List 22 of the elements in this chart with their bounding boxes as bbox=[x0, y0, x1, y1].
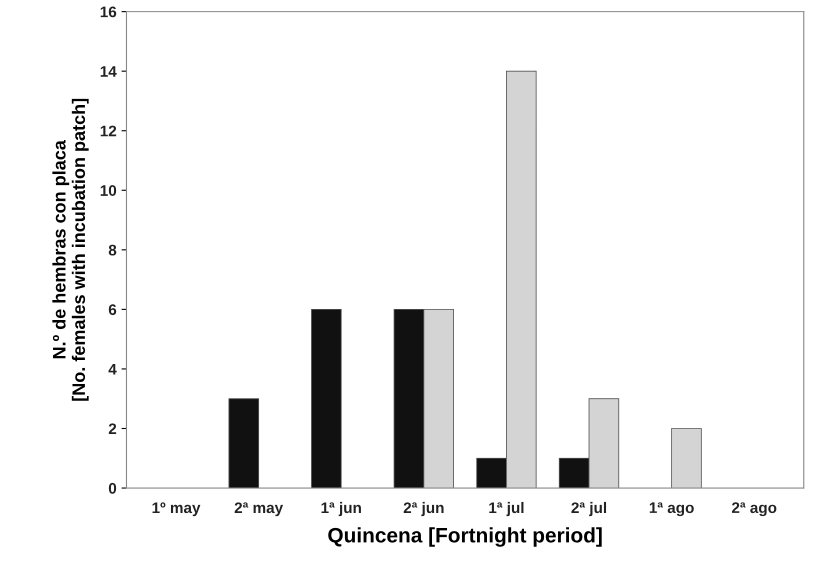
y-axis-title: N.º de hembras con placa [No. females with incubation patch] bbox=[52, 98, 89, 401]
y-tick-label: 2 bbox=[108, 423, 116, 434]
x-tick-label: 1ª jun bbox=[322, 502, 361, 516]
y-tick-label: 0 bbox=[108, 482, 116, 494]
bar bbox=[671, 428, 702, 488]
y-tick-label: 10 bbox=[100, 185, 116, 196]
x-tick-label: 2ª jul bbox=[571, 502, 606, 516]
y-tick-label: 16 bbox=[100, 6, 116, 18]
y-tick-label: 14 bbox=[100, 66, 117, 77]
y-tick-label: 6 bbox=[108, 304, 116, 316]
x-tick-label: 1ª ago bbox=[650, 502, 694, 516]
x-tick-label: 2ª ago bbox=[732, 502, 776, 516]
y-tick-label: 8 bbox=[108, 244, 116, 256]
x-tick-label: 2ª jun bbox=[404, 502, 444, 516]
x-tick-label: 1º may bbox=[152, 502, 200, 516]
bar bbox=[228, 398, 260, 488]
bar bbox=[311, 308, 342, 488]
y-tick-label: 12 bbox=[100, 126, 116, 136]
y-tick-label: 4 bbox=[108, 364, 117, 374]
x-axis-title: Quincena [Fortnight period] bbox=[328, 527, 602, 547]
x-tick-label: 1ª jul bbox=[489, 502, 524, 516]
x-tick-label: 2ª may bbox=[234, 502, 284, 516]
